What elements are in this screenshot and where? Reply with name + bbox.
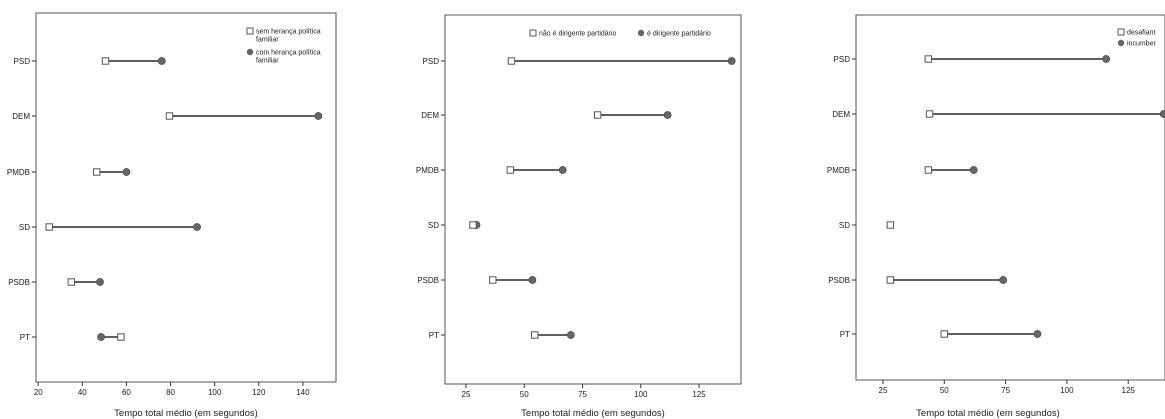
y-tick-label: DEM: [832, 110, 850, 119]
marker-hollow-square: [940, 330, 948, 338]
marker-hollow-square: [165, 112, 174, 120]
legend-label: incumber: [1127, 41, 1156, 48]
x-tick-label: 50: [520, 390, 529, 399]
y-tick-label: PSD: [834, 55, 851, 64]
marker-filled-circle: [314, 112, 323, 120]
x-tick-label: 25: [462, 390, 471, 399]
legend: não é dirigente partidário é dirigente pa…: [529, 29, 711, 38]
plot-frame: [855, 14, 1165, 381]
legend-label: sem herança política familiar: [256, 29, 321, 44]
y-tick-label: PT: [840, 330, 850, 339]
y-tick-label: DEM: [12, 112, 30, 121]
marker-hollow-square: [507, 57, 516, 65]
chart-panel-2: PSD DEM PMDB SD PSDB PT 25 50 75 100 125 Tempo tota…: [416, 14, 742, 419]
x-tick-label: 40: [78, 388, 87, 397]
marker-filled-circle: [1102, 55, 1111, 63]
chart-panel-1: PSD DEM PMDB SD PSDB PT 20 40 60 80 100 120 140 Tempo…: [7, 12, 337, 419]
x-tick-label: 75: [578, 390, 587, 399]
marker-filled-circle: [1159, 110, 1165, 118]
legend-swatch-filled: [637, 29, 645, 37]
legend-swatch-hollow: [1117, 28, 1125, 36]
x-tick-label: 60: [122, 388, 131, 397]
y-tick-label: SD: [839, 221, 850, 230]
y-tick-label: PSD: [14, 57, 31, 66]
legend-label: desafiant: [1127, 30, 1155, 37]
y-tick-label: PSD: [423, 57, 440, 66]
marker-filled-circle: [663, 111, 672, 119]
y-tick-label: PSDB: [417, 276, 439, 285]
x-tick-label: 100: [1060, 386, 1074, 395]
y-tick-label: PSDB: [828, 276, 850, 285]
marker-filled-circle: [969, 166, 978, 174]
marker-hollow-square: [67, 278, 75, 286]
x-tick-label: 100: [634, 390, 648, 399]
marker-hollow-square: [886, 276, 895, 284]
marker-filled-circle: [97, 333, 105, 341]
marker-filled-circle: [1033, 330, 1042, 338]
legend-swatch-filled: [246, 48, 254, 56]
y-tick-label: PT: [20, 333, 30, 342]
marker-filled-circle: [96, 278, 104, 286]
legend-swatch-hollow: [529, 29, 537, 37]
marker-hollow-square: [925, 110, 934, 118]
marker-hollow-square: [45, 223, 53, 231]
plot-frame: [444, 14, 742, 385]
x-axis-title: Tempo total médio (em segundos): [521, 408, 665, 419]
x-tick-label: 75: [1001, 386, 1010, 395]
chart-panel-3: PSD DEM PMDB SD PSDB PT 25 50 75 100 125 Tempo tota…: [827, 14, 1165, 419]
y-tick-label: PSDB: [8, 278, 30, 287]
legend-swatch-hollow: [246, 27, 254, 35]
x-tick-label: 140: [296, 388, 310, 397]
x-tick-label: 20: [34, 388, 43, 397]
y-tick-label: DEM: [421, 111, 439, 120]
marker-hollow-square: [101, 57, 110, 65]
legend-swatch-filled: [1117, 39, 1125, 47]
marker-filled-circle: [999, 276, 1008, 284]
x-axis-title: Tempo total médio (em segundos): [916, 408, 1060, 419]
x-tick-label: 120: [252, 388, 266, 397]
legend: sem herança política familiar com herança …: [246, 27, 321, 65]
y-tick-label: SD: [19, 223, 30, 232]
marker-hollow-square: [489, 276, 497, 284]
y-tick-label: PT: [429, 331, 439, 340]
x-axis-title: Tempo total médio (em segundos): [114, 408, 258, 419]
y-tick-label: PMDB: [827, 166, 850, 175]
legend-label: não é dirigente partidário: [539, 31, 617, 38]
marker-filled-circle: [558, 166, 567, 174]
marker-hollow-square: [886, 221, 895, 229]
marker-filled-circle: [566, 331, 575, 339]
marker-hollow-square: [531, 331, 539, 339]
x-tick-label: 125: [1122, 386, 1136, 395]
x-tick-label: 80: [166, 388, 175, 397]
marker-hollow-square: [469, 221, 477, 229]
x-tick-label: 125: [692, 390, 706, 399]
marker-hollow-square: [924, 166, 933, 174]
legend: desafiant incumber: [1117, 28, 1156, 48]
marker-hollow-square: [92, 168, 101, 176]
plot-frame: [35, 12, 337, 383]
x-tick-label: 25: [879, 386, 888, 395]
marker-hollow-square: [593, 111, 602, 119]
marker-filled-circle: [193, 223, 201, 231]
x-tick-label: 50: [940, 386, 949, 395]
legend-label: com herança política familiar: [256, 50, 321, 65]
marker-hollow-square: [924, 55, 933, 63]
marker-hollow-square: [117, 333, 125, 341]
marker-filled-circle: [122, 168, 131, 176]
y-tick-label: SD: [428, 221, 439, 230]
y-tick-label: PMDB: [416, 166, 439, 175]
marker-filled-circle: [157, 57, 166, 65]
marker-filled-circle: [727, 57, 736, 65]
marker-filled-circle: [528, 276, 537, 284]
marker-hollow-square: [506, 166, 514, 174]
y-tick-label: PMDB: [7, 168, 30, 177]
legend-label: é dirigente partidário: [647, 31, 711, 38]
x-tick-label: 100: [208, 388, 222, 397]
